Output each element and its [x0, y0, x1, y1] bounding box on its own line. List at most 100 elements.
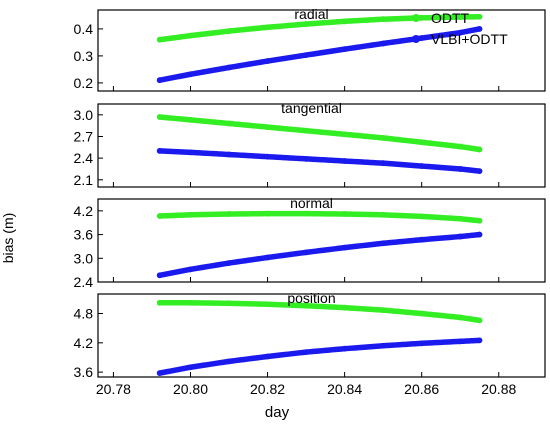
data-point [303, 155, 309, 162]
series-vlbi-odtt [156, 337, 483, 376]
data-point [303, 349, 309, 355]
data-point [418, 213, 425, 220]
series-trace [156, 300, 483, 324]
data-point [264, 153, 271, 160]
legend-marker [412, 35, 420, 43]
legend-marker [412, 14, 420, 22]
series-odtt [156, 210, 483, 224]
data-point [187, 32, 194, 39]
legend: ODTT VLBI+ODTT [412, 10, 508, 47]
data-point [187, 299, 194, 306]
data-point [380, 240, 387, 247]
data-point [303, 210, 309, 217]
panel-title: radial [294, 6, 328, 22]
data-point [457, 338, 464, 345]
x-tick-label: 20.84 [327, 381, 362, 397]
data-point [418, 139, 425, 146]
x-tick-label: 20.86 [404, 381, 439, 397]
data-point [418, 163, 425, 169]
series-vlbi-odtt [156, 148, 483, 175]
data-point [380, 16, 387, 23]
data-point [380, 342, 387, 349]
y-tick-label: 2.4 [74, 274, 94, 290]
data-point [264, 254, 271, 261]
y-tick-label: 3.0 [74, 107, 94, 123]
panel-title: position [287, 290, 335, 306]
y-tick-label: 4.8 [74, 306, 94, 322]
data-point [418, 14, 425, 21]
data-point [156, 148, 163, 154]
series-trace [156, 26, 483, 83]
data-point [341, 18, 348, 25]
data-point [303, 302, 309, 309]
data-point [457, 143, 464, 150]
data-point [341, 46, 348, 53]
series-odtt [156, 114, 483, 153]
data-point [156, 114, 163, 120]
data-point [264, 210, 271, 217]
data-point [457, 166, 464, 172]
y-tick-label: 0.3 [74, 48, 94, 64]
data-point [457, 14, 464, 20]
data-point [303, 21, 309, 27]
panel-normal: normal 2.4 3.0 3.6 4.2 [74, 195, 546, 290]
data-point [187, 266, 194, 273]
data-point [341, 211, 348, 217]
data-point [418, 310, 425, 317]
data-point [187, 71, 194, 78]
series-vlbi-odtt [156, 231, 483, 279]
data-point [226, 260, 232, 266]
y-tick-label: 3.6 [74, 227, 94, 243]
series-trace [156, 148, 483, 174]
legend-entry: ODTT [412, 10, 470, 26]
series-trace [156, 337, 483, 376]
data-point [380, 307, 387, 314]
data-point [418, 236, 425, 243]
data-point [156, 272, 163, 279]
data-point [303, 52, 309, 58]
data-point [341, 304, 348, 311]
data-point [303, 127, 309, 134]
panel-position: position 3.6 4.2 4.8 [74, 290, 546, 380]
legend-label: VLBI+ODTT [431, 31, 508, 47]
data-point [264, 124, 271, 130]
series-odtt [156, 13, 483, 43]
data-point [264, 301, 271, 308]
data-point [156, 77, 163, 84]
data-point [187, 116, 194, 123]
data-point [476, 168, 483, 175]
data-point [341, 131, 348, 138]
data-point [187, 211, 194, 218]
data-point [156, 213, 163, 219]
data-point [457, 29, 464, 36]
x-tick-label: 20.80 [173, 381, 208, 397]
data-point [341, 345, 348, 352]
x-tick-label: 20.78 [96, 381, 131, 397]
data-point [380, 135, 387, 141]
series-vlbi-odtt [156, 26, 483, 84]
data-point [380, 160, 387, 167]
data-point [226, 211, 232, 217]
data-point [476, 337, 483, 344]
data-point [476, 26, 483, 32]
data-point [156, 370, 163, 376]
data-point [226, 358, 232, 365]
data-point [457, 233, 464, 240]
x-tick-label: 20.82 [250, 381, 285, 397]
data-point [476, 231, 483, 238]
data-point [187, 364, 194, 371]
panel-frame [97, 103, 546, 188]
series-trace [156, 14, 483, 43]
data-point [264, 353, 271, 360]
data-point [341, 244, 348, 251]
data-point [380, 40, 387, 47]
legend-entry: VLBI+ODTT [412, 31, 508, 47]
series-trace [156, 210, 483, 224]
panels-layer: radial0.20.30.4tangential2.12.42.73.0nor… [74, 6, 546, 380]
data-point [303, 249, 309, 256]
data-point [476, 146, 483, 153]
data-point [457, 314, 464, 321]
data-point [264, 24, 271, 31]
y-tick-label: 0.2 [74, 75, 94, 91]
